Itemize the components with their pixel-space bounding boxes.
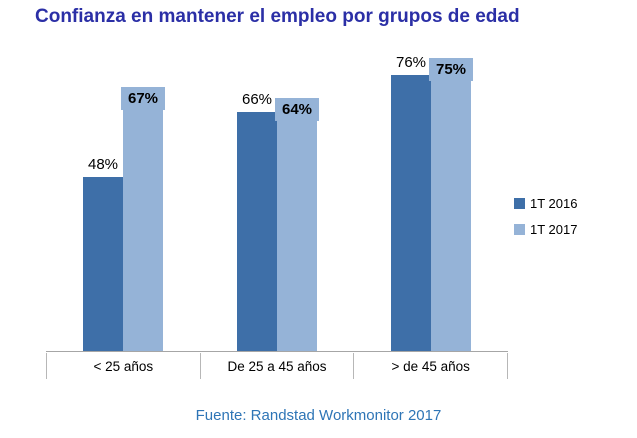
legend-swatch [514, 198, 525, 209]
x-axis-label: < 25 años [47, 353, 201, 379]
bar-group: 76% 75% [354, 54, 508, 351]
bar-group: 66% 64% [200, 62, 354, 351]
legend-item: 1T 2016 [514, 196, 577, 211]
bar [391, 75, 431, 351]
chart-title: Confianza en mantener el empleo por grup… [35, 6, 520, 27]
bar-value-label: 66% [241, 91, 273, 108]
legend-label: 1T 2017 [530, 222, 578, 237]
source-caption: Fuente: Randstad Workmonitor 2017 [195, 407, 442, 424]
bar [123, 108, 163, 351]
bar-group: 48% 67% [46, 62, 200, 351]
bar-value-label: 67% [120, 87, 166, 110]
bar-value-label: 75% [428, 58, 474, 81]
bar [431, 79, 471, 351]
bar-wrap: 64% [274, 98, 320, 351]
legend-label: 1T 2016 [530, 196, 578, 211]
bar [277, 119, 317, 351]
plot-area: 48% 67% 66% 64% 76% 75% [46, 54, 508, 352]
bar-value-label: 76% [395, 54, 427, 71]
bar [83, 177, 123, 351]
x-axis-label: > de 45 años [354, 353, 509, 379]
bar-wrap: 76% [391, 54, 431, 351]
legend-item: 1T 2017 [514, 222, 577, 237]
bar [237, 112, 277, 351]
bar-wrap: 75% [428, 58, 474, 351]
bar-value-label: 64% [274, 98, 320, 121]
x-axis-label: De 25 a 45 años [201, 353, 355, 379]
bar-wrap: 66% [237, 91, 277, 351]
legend: 1T 2016 1T 2017 [514, 196, 577, 237]
bar-value-label: 48% [87, 156, 119, 173]
bar-wrap: 67% [120, 87, 166, 351]
x-axis-labels: < 25 años De 25 a 45 años > de 45 años [46, 353, 509, 379]
legend-swatch [514, 224, 525, 235]
bar-wrap: 48% [83, 156, 123, 351]
